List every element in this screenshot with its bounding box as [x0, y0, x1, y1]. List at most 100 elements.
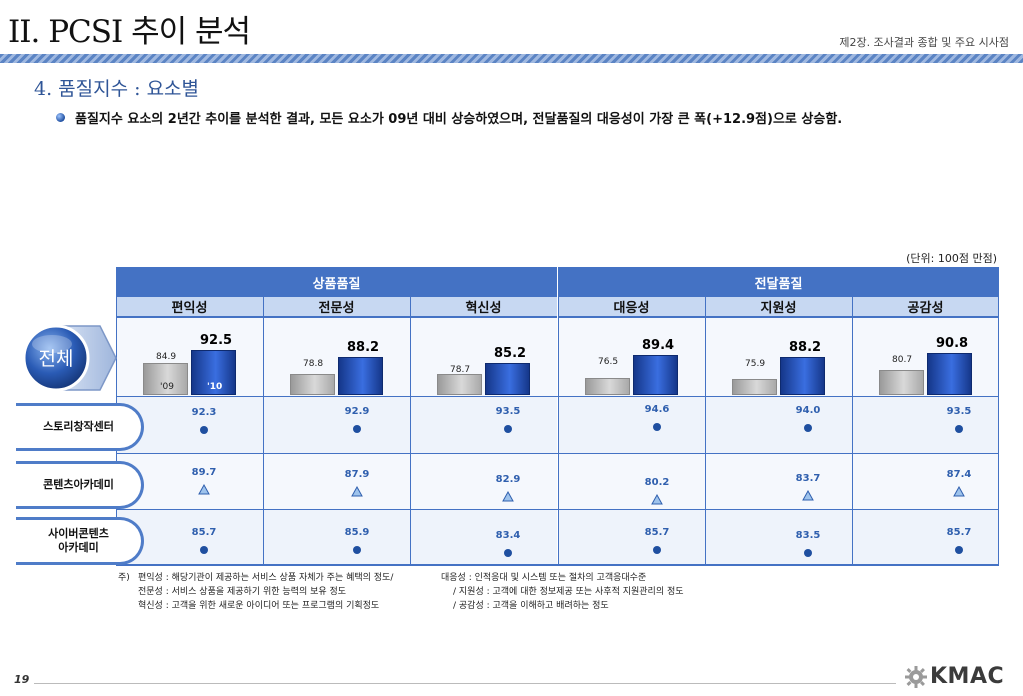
divider	[116, 453, 999, 454]
bar-2009	[437, 373, 482, 395]
divider	[116, 564, 999, 566]
circle-marker	[804, 548, 812, 557]
footnote-row: 주) 편익성 : 해당기관이 제공하는 서비스 상품 자체가 주는 혜택의 정도/…	[118, 571, 684, 585]
circle-marker	[200, 546, 208, 555]
bar-2010	[780, 357, 825, 395]
page-number: 19	[14, 673, 30, 686]
bar-2009	[585, 377, 630, 395]
org-value-label: 92.9	[344, 406, 370, 418]
chapter-label: 제2장. 조사결과 종합 및 주요 시사점	[839, 36, 1009, 49]
circle-marker	[504, 424, 512, 433]
circle-marker	[353, 546, 361, 554]
footnote-left: 혁신성 : 고객을 위한 새로운 아이디어 또는 프로그램의 기획정도	[138, 601, 380, 611]
org-value-label: 94.6	[644, 404, 670, 416]
divider	[557, 267, 558, 565]
org-value-label: 85.7	[191, 527, 217, 539]
divider	[410, 297, 411, 565]
org-value-label: 80.2	[644, 477, 670, 489]
bar-2010	[338, 357, 383, 395]
value-label-2010: 88.2	[789, 340, 822, 356]
group-header-delivery-quality: 전달품질	[558, 267, 999, 297]
circle-marker	[804, 424, 812, 433]
bar-2009	[143, 363, 188, 395]
bar-2009	[290, 373, 335, 395]
row-label-line: 아카데미	[58, 541, 99, 554]
footnote-row: 혁신성 : 고객을 위한 새로운 아이디어 또는 프로그램의 기획정도 / 공감성…	[118, 599, 684, 613]
col-header-support: 지원성	[705, 297, 852, 318]
bar-2010	[927, 352, 972, 395]
gear-icon	[905, 665, 927, 688]
divider	[116, 509, 999, 510]
value-label-2009: 84.9	[156, 352, 177, 362]
circle-marker	[200, 425, 208, 434]
org-value-label: 85.7	[644, 527, 670, 539]
circle-marker	[955, 424, 963, 433]
circle-marker	[955, 546, 963, 555]
triangle-marker	[651, 494, 663, 505]
organization-values: 92.3 92.9 93.5 94.6 94.0 93.5 89.7 87.9 82.9 80.2…	[116, 396, 999, 565]
value-label-2010: 90.8	[936, 335, 969, 351]
triangle-marker	[198, 483, 210, 495]
footnote-prefix: 주)	[118, 573, 130, 583]
value-label-2010: 92.5	[200, 333, 233, 348]
triangle-marker	[351, 485, 363, 497]
org-value-label: 87.4	[946, 469, 972, 481]
circle-marker	[353, 425, 361, 434]
row-label-story-center: 스토리창작센터	[16, 403, 144, 451]
row-label-text: 스토리창작센터	[43, 420, 114, 434]
row-label-line: 사이버콘텐츠	[48, 527, 109, 541]
bar-2009	[732, 378, 777, 395]
logo-text: KMAC	[930, 664, 1005, 689]
header-stripe	[0, 54, 1023, 63]
footnote-left: 전문성 : 서비스 상품을 제공하기 위한 능력의 보유 정도	[138, 587, 347, 597]
org-value-label: 82.9	[495, 474, 521, 486]
row-label-text: 사이버콘텐츠 아카데미	[48, 527, 109, 555]
footnote-right: 대응성 : 인적응대 및 시스템 또는 절차의 고객응대수준	[441, 573, 647, 583]
bar-2010	[633, 355, 678, 395]
unit-note: (단위: 100점 만점)	[906, 252, 997, 265]
footer-divider	[34, 683, 896, 684]
year-label-2010: '10	[207, 382, 223, 392]
org-value-label: 83.5	[795, 529, 821, 541]
org-value-label: 93.5	[946, 405, 972, 417]
divider	[558, 297, 559, 565]
circle-marker	[504, 548, 512, 557]
circle-marker	[653, 546, 661, 555]
footnote-right: / 지원성 : 고객에 대한 정보제공 또는 사후적 지원관리의 정도	[453, 587, 684, 597]
bar-2009	[879, 370, 924, 395]
value-label-2009: 76.5	[598, 357, 619, 368]
footnote-left: 편익성 : 해당기관이 제공하는 서비스 상품 자체가 주는 혜택의 정도/	[138, 573, 394, 583]
footnote-row: 전문성 : 서비스 상품을 제공하기 위한 능력의 보유 정도 / 지원성 : 고…	[118, 585, 684, 599]
value-label-2009: 80.7	[892, 354, 913, 365]
footnotes: 주) 편익성 : 해당기관이 제공하는 서비스 상품 자체가 주는 혜택의 정도/…	[118, 571, 684, 613]
col-header-benefit: 편익성	[116, 297, 263, 318]
summary-text: 품질지수 요소의 2년간 추이를 분석한 결과, 모든 요소가 09년 대비 상…	[75, 112, 843, 127]
value-label-2009: 75.9	[745, 359, 766, 370]
org-value-label: 85.9	[344, 527, 370, 538]
value-label-2009: 78.7	[450, 364, 471, 375]
total-badge: 전체	[22, 324, 117, 392]
col-header-innovation: 혁신성	[410, 297, 557, 318]
org-value-label: 93.5	[495, 405, 521, 417]
year-label-2009: '09	[160, 382, 174, 392]
summary-bullet: 품질지수 요소의 2년간 추이를 분석한 결과, 모든 요소가 09년 대비 상…	[56, 108, 842, 127]
bar-2010	[191, 350, 236, 395]
bullet-icon	[56, 113, 65, 122]
value-label-2010: 89.4	[642, 338, 675, 354]
divider	[116, 396, 999, 397]
group-header-product-quality: 상품품질	[116, 267, 557, 297]
org-value-label: 83.4	[495, 529, 521, 541]
org-value-label: 87.9	[344, 468, 370, 480]
value-label-2010: 88.2	[347, 340, 380, 356]
page-title: II. PCSI 추이 분석	[8, 14, 251, 50]
value-label-2009: 78.8	[303, 359, 324, 370]
divider	[852, 297, 853, 565]
triangle-marker	[802, 490, 814, 501]
circle-marker	[653, 423, 661, 432]
bar-chart: 84.9 92.5 '09 '10 78.8 88.2 78.7 85.2 76.5 89.4 75…	[116, 318, 999, 396]
value-label-2010: 85.2	[494, 345, 527, 361]
bar-2010	[485, 362, 530, 395]
org-value-label: 94.0	[795, 405, 821, 417]
divider	[705, 297, 706, 565]
org-value-label: 85.7	[946, 527, 972, 539]
